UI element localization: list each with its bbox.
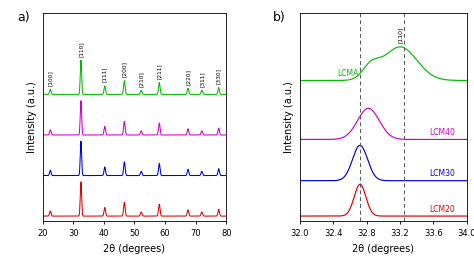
Text: [100]: [100] xyxy=(48,70,53,86)
Text: [330]: [330] xyxy=(216,68,221,84)
Y-axis label: Intensity (a.u.): Intensity (a.u.) xyxy=(284,81,294,153)
Text: [200]: [200] xyxy=(122,61,127,77)
Text: [220]: [220] xyxy=(185,69,191,85)
Text: LCM30: LCM30 xyxy=(429,169,455,178)
Text: [211]: [211] xyxy=(157,63,162,79)
Text: [311]: [311] xyxy=(200,71,204,87)
Text: LCM20: LCM20 xyxy=(429,205,455,214)
Text: [111]: [111] xyxy=(102,67,107,82)
Text: LCM40: LCM40 xyxy=(429,128,455,137)
Y-axis label: Intensity (a.u.): Intensity (a.u.) xyxy=(27,81,37,153)
Text: a): a) xyxy=(17,11,29,24)
X-axis label: 2θ (degrees): 2θ (degrees) xyxy=(103,244,165,254)
Text: [110]: [110] xyxy=(398,27,402,43)
Text: [110]: [110] xyxy=(78,41,83,57)
Text: b): b) xyxy=(273,11,286,24)
X-axis label: 2θ (degrees): 2θ (degrees) xyxy=(352,244,414,254)
Text: LCMA: LCMA xyxy=(337,69,359,78)
Text: [210]: [210] xyxy=(139,71,144,87)
